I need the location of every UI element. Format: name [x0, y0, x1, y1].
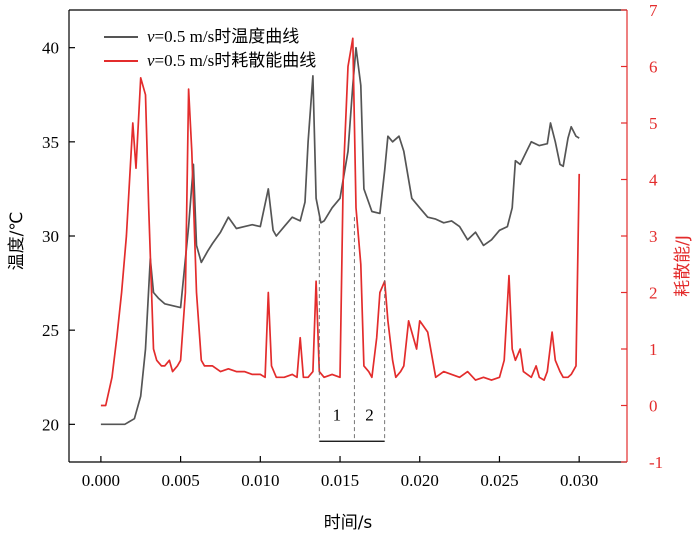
- legend-entry: v=0.5 m/s时耗散能曲线: [147, 51, 316, 70]
- x-tick-label: 0.025: [480, 471, 518, 490]
- y-tick-label: 30: [42, 227, 59, 246]
- y-tick-label: 35: [42, 133, 59, 152]
- temperature-series-line: [100, 46, 580, 426]
- y-tick-label: 40: [42, 39, 59, 58]
- y-tick-label: 20: [42, 415, 59, 434]
- y-axis-title: 温度/℃: [7, 212, 27, 271]
- region-label: 1: [333, 406, 342, 425]
- y2-tick-label: 6: [649, 58, 658, 77]
- region-label: 2: [365, 406, 374, 425]
- x-tick-label: 0.000: [82, 471, 120, 490]
- y2-tick-label: -1: [649, 453, 663, 472]
- y2-tick-label: 3: [649, 227, 658, 246]
- x-tick-label: 0.020: [401, 471, 439, 490]
- y-tick-label: 25: [42, 321, 59, 340]
- x-axis-title: 时间/s: [324, 513, 373, 533]
- legend-entry: v=0.5 m/s时温度曲线: [147, 27, 299, 46]
- y2-tick-label: 0: [649, 397, 658, 416]
- x-tick-label: 0.015: [321, 471, 359, 490]
- x-tick-label: 0.010: [241, 471, 279, 490]
- x-tick-label: 0.030: [560, 471, 598, 490]
- y2-axis-title: 耗散能/J: [673, 235, 693, 297]
- y2-tick-label: 5: [649, 114, 658, 133]
- y2-tick-label: 2: [649, 284, 658, 303]
- x-tick-label: 0.005: [161, 471, 199, 490]
- y2-tick-label: 1: [649, 340, 658, 359]
- y2-tick-label: 4: [649, 171, 658, 190]
- y2-tick-label: 7: [649, 1, 658, 20]
- dissipated-energy-series-line: [100, 37, 581, 407]
